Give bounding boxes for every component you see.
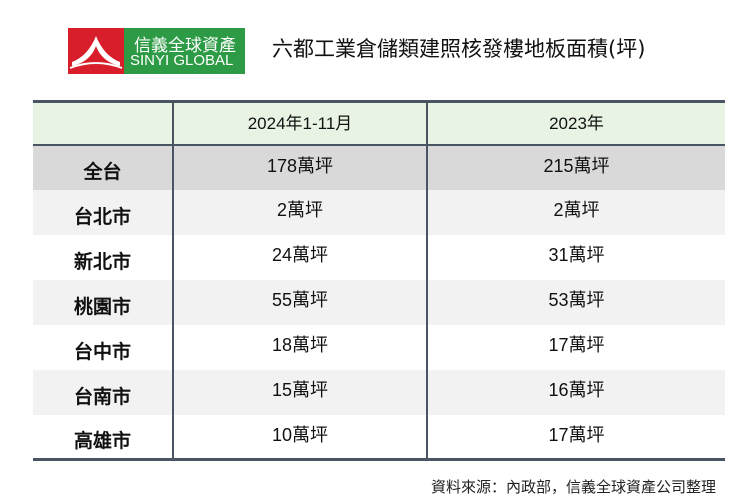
- region-cell: 桃園市: [73, 296, 131, 318]
- value-2023: 215萬坪: [543, 155, 610, 176]
- table-row: 桃園市 55萬坪 53萬坪: [33, 279, 725, 325]
- region-cell: 台北市: [73, 206, 131, 228]
- header-region: [33, 102, 173, 145]
- logo-emblem: [68, 28, 124, 74]
- value-2024: 15萬坪: [172, 369, 428, 415]
- value-2024: 24萬坪: [172, 234, 428, 280]
- source-note: 資料來源：內政部，信義全球資產公司整理: [430, 478, 716, 496]
- region-cell: 高雄市: [73, 430, 131, 452]
- region-cell: 新北市: [73, 251, 131, 273]
- header-2023: 2023年: [549, 114, 604, 133]
- table-row: 高雄市 10萬坪 17萬坪: [33, 414, 725, 460]
- value-2024: 178萬坪: [172, 144, 428, 190]
- region-cell: 台南市: [73, 386, 131, 408]
- region-cell: 全台: [83, 162, 122, 183]
- logo-chinese-text: 信義全球資產: [134, 36, 236, 56]
- value-2024: 2萬坪: [172, 189, 428, 235]
- value-2023: 17萬坪: [548, 424, 605, 445]
- data-table: 2024年1-11月 2023年 全台 178萬坪 215萬坪 台北市 2萬坪 …: [33, 100, 725, 461]
- sinyi-global-logo: 信義全球資產 SINYI GLOBAL: [68, 28, 245, 74]
- page-title: 六都工業倉儲類建照核發樓地板面積(坪): [272, 37, 646, 61]
- table-row: 台中市 18萬坪 17萬坪: [33, 324, 725, 370]
- table-row: 台南市 15萬坪 16萬坪: [33, 369, 725, 415]
- value-2023: 53萬坪: [548, 289, 605, 310]
- logo-english-text: SINYI GLOBAL: [130, 52, 234, 69]
- value-2023: 2萬坪: [553, 199, 600, 220]
- value-2024: 10萬坪: [172, 414, 428, 460]
- value-2023: 31萬坪: [548, 244, 605, 265]
- table-row: 新北市 24萬坪 31萬坪: [33, 234, 725, 280]
- region-cell: 台中市: [73, 341, 131, 363]
- table-row: 台北市 2萬坪 2萬坪: [33, 189, 725, 235]
- value-2023: 17萬坪: [548, 334, 605, 355]
- table-header-row: 2024年1-11月 2023年: [33, 101, 725, 145]
- value-2023: 16萬坪: [548, 379, 605, 400]
- header-2024: 2024年1-11月: [172, 101, 428, 145]
- value-2024: 18萬坪: [172, 324, 428, 370]
- table-row: 全台 178萬坪 215萬坪: [33, 144, 725, 190]
- value-2024: 55萬坪: [172, 279, 428, 325]
